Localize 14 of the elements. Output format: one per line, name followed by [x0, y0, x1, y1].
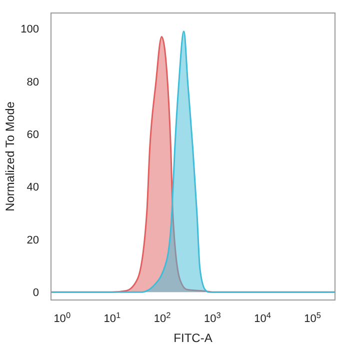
- y-tick-label: 20: [26, 234, 39, 246]
- y-tick-label: 40: [26, 182, 39, 194]
- x-tick-label: 10$^{5}$: [304, 310, 322, 325]
- x-tick-label: 10$^{2}$: [154, 310, 172, 325]
- x-tick-label: 10$^{0}$: [54, 310, 71, 325]
- x-axis-title: FITC-A: [174, 331, 212, 345]
- x-tick-label: 10$^{3}$: [204, 310, 222, 325]
- x-tick-label: 10$^{4}$: [254, 310, 272, 325]
- x-tick-label: 10$^{1}$: [104, 310, 122, 325]
- y-tick-label: 0: [32, 286, 39, 299]
- y-axis-title: Normalized To Mode: [3, 101, 17, 212]
- y-tick-label: 80: [26, 76, 39, 88]
- y-tick-label: 100: [20, 24, 39, 36]
- y-tick-label: 60: [26, 128, 39, 141]
